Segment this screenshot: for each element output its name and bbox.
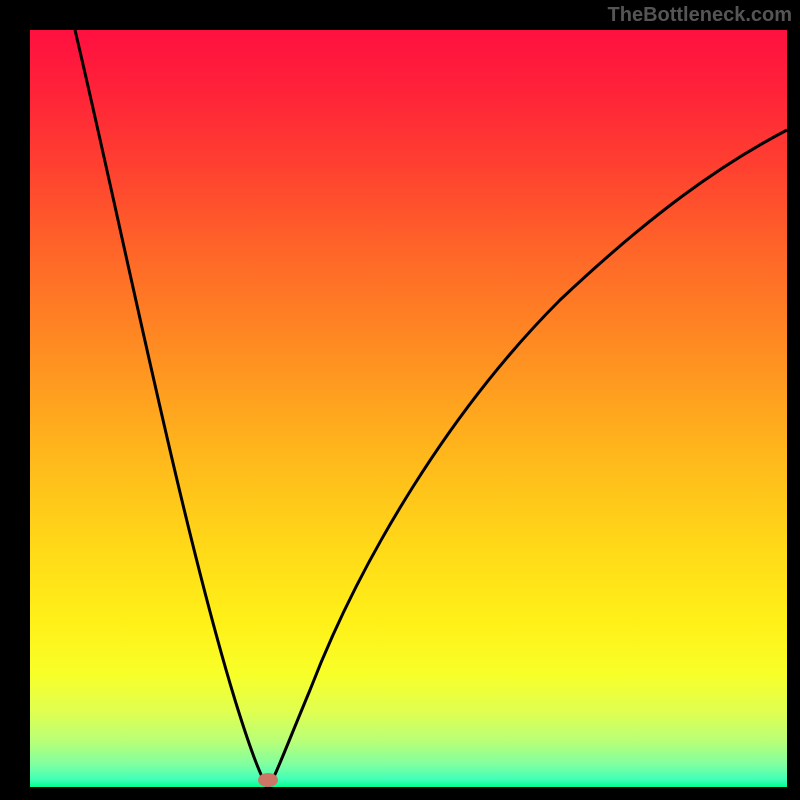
watermark-text: TheBottleneck.com: [608, 4, 792, 27]
bottleneck-curve: [75, 30, 787, 787]
chart-container: TheBottleneck.com: [0, 0, 800, 800]
frame-border-bottom: [0, 787, 800, 800]
curve-layer: [0, 0, 800, 800]
frame-border-left: [0, 0, 30, 800]
frame-border-right: [787, 0, 800, 800]
optimal-marker: [258, 773, 278, 787]
